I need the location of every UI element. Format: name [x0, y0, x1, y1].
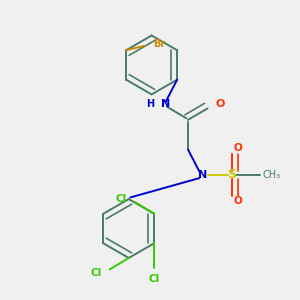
Text: Cl: Cl	[116, 194, 127, 204]
Text: Br: Br	[153, 39, 165, 49]
Text: N: N	[198, 170, 207, 180]
Text: N: N	[161, 98, 170, 109]
Text: S: S	[228, 168, 237, 181]
Text: O: O	[233, 196, 242, 206]
Text: Cl: Cl	[148, 274, 160, 284]
Text: O: O	[233, 143, 242, 153]
Text: O: O	[215, 98, 224, 109]
Text: H: H	[146, 98, 154, 109]
Text: Cl: Cl	[90, 268, 102, 278]
Text: CH₃: CH₃	[262, 170, 280, 180]
